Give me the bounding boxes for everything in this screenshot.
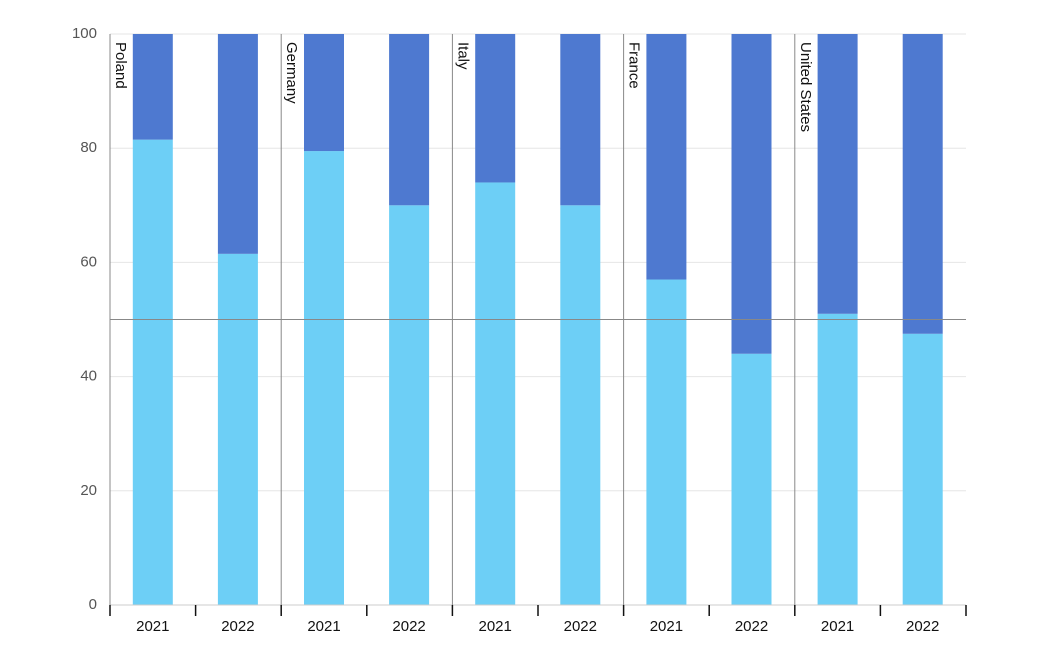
y-tick-label: 40 [80,368,97,385]
x-tick-label: 2022 [392,618,425,635]
bar-segment [389,34,430,206]
bar-segment [389,205,430,606]
x-tick-label: 2021 [479,618,512,635]
bar-segment [475,34,516,183]
x-tick-label: 2021 [650,618,683,635]
group-label: France [626,42,643,89]
group-label: Poland [112,42,129,89]
bar-segment [646,279,687,605]
bar-segment [731,353,772,605]
x-tick-label: 2022 [221,618,254,635]
bar-segment [217,34,258,254]
x-tick-label: 2021 [136,618,169,635]
bar-segment [646,34,687,280]
bar-segment [902,333,943,605]
bar-segment [217,253,258,605]
bar-segment [304,151,344,605]
x-tick-label: 2021 [821,618,854,635]
bar-segment [902,34,943,334]
group-label: Germany [283,42,300,104]
y-tick-label: 20 [80,482,97,499]
bar-segment [560,205,601,606]
bar-segment [560,34,601,206]
bar-segment [475,182,516,605]
bar-segment [132,34,173,140]
x-tick-label: 2021 [307,618,340,635]
y-tick-label: 100 [72,25,97,42]
x-tick-label: 2022 [906,618,939,635]
group-label: United States [797,42,814,132]
x-tick-label: 2022 [735,618,768,635]
bar-segment [304,34,344,152]
y-tick-label: 80 [80,139,97,156]
bar-segment [817,313,858,605]
y-tick-label: 0 [89,596,97,613]
bar-segment [731,34,772,354]
bar-segment [132,139,173,605]
bar-segment [817,34,858,314]
y-tick-label: 60 [80,253,97,270]
x-tick-label: 2022 [564,618,597,635]
group-label: Italy [454,42,471,70]
